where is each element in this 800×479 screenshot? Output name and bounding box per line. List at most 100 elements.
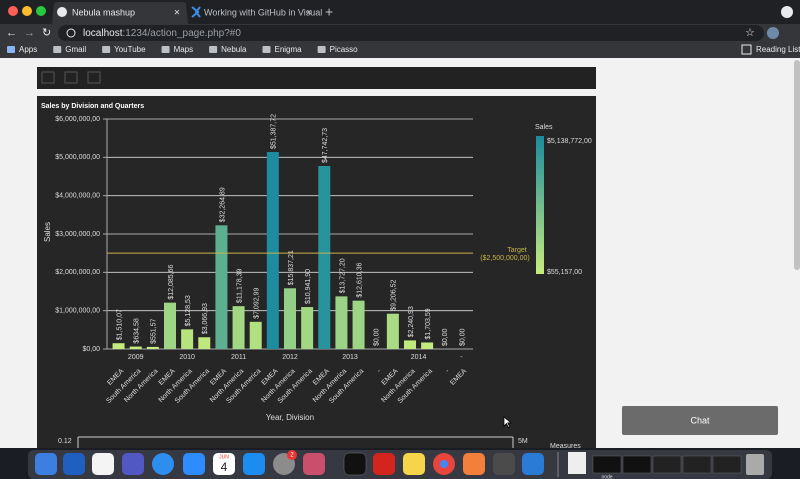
bookmark[interactable]: Picasso	[330, 45, 359, 54]
bookmark[interactable]: Maps	[174, 45, 194, 54]
window-thumbnail[interactable]	[712, 455, 742, 474]
swift-icon[interactable]	[463, 453, 485, 475]
safari-icon[interactable]	[152, 453, 174, 475]
vscode-icon[interactable]	[522, 453, 544, 475]
window-thumbnail[interactable]	[592, 455, 622, 474]
bar	[301, 307, 314, 349]
forward-button[interactable]: →	[24, 27, 35, 39]
close-button[interactable]	[8, 6, 18, 16]
target-label: Target	[507, 247, 527, 254]
legend-title: Sales	[535, 124, 553, 131]
y-tick-label: $4,000,000,00	[55, 193, 100, 200]
scrollbar[interactable]	[794, 60, 800, 270]
trash-icon[interactable]	[746, 454, 764, 475]
bar	[335, 296, 348, 349]
reading-list[interactable]: Reading List	[756, 45, 800, 54]
new-tab-button[interactable]: +	[325, 4, 333, 20]
bookmark[interactable]: YouTube	[114, 45, 146, 54]
value-label: $32,264,89	[219, 187, 226, 222]
tab-close[interactable]: ×	[306, 8, 312, 19]
bar	[318, 165, 331, 349]
launchpad-icon[interactable]	[303, 453, 325, 475]
x-axis-title: Year, Division	[266, 413, 314, 422]
window-thumbnail[interactable]	[652, 455, 682, 474]
bookmark-icon	[161, 46, 170, 53]
profile-avatar[interactable]	[767, 27, 779, 39]
zoom-button[interactable]	[36, 6, 46, 16]
bar	[266, 152, 279, 349]
toolbar-button[interactable]	[64, 71, 78, 84]
outlook-icon[interactable]	[63, 453, 85, 475]
bookmark[interactable]: Nebula	[221, 45, 247, 54]
zoom-icon[interactable]	[183, 453, 205, 475]
window-thumbnail[interactable]	[622, 455, 652, 474]
acrobat-icon[interactable]	[373, 453, 395, 475]
minimize-button[interactable]	[22, 6, 32, 16]
finder-icon[interactable]	[35, 453, 57, 475]
group-label: 2012	[282, 354, 298, 361]
bar	[164, 302, 176, 349]
group-label: -	[460, 354, 463, 361]
value-label: $0,00	[442, 328, 449, 346]
x-tick-label: -	[376, 367, 383, 374]
window-thumbnail[interactable]	[682, 455, 712, 474]
value-label: $12,085,66	[168, 265, 175, 300]
site-info[interactable]	[66, 28, 76, 38]
y-tick-label: $6,000,000,00	[55, 116, 100, 123]
app-store-icon[interactable]	[243, 453, 265, 475]
tab-title: Nebula mashup	[72, 7, 135, 17]
reload-button[interactable]: ↻	[42, 27, 51, 39]
y-tick-label: $5,000,000,00	[55, 154, 100, 161]
bar	[112, 343, 125, 349]
bookmark-icon	[317, 46, 326, 53]
url-path: :1234/action_page.php?#0	[122, 28, 241, 39]
teams-icon[interactable]	[122, 453, 144, 475]
legend-gradient	[536, 136, 544, 274]
legend-min: $55,157,00	[547, 269, 582, 276]
bar	[198, 337, 211, 349]
bar	[404, 340, 416, 349]
sublime-icon[interactable]	[493, 453, 515, 475]
url-host: localhost	[83, 28, 123, 39]
group-label: 2009	[128, 354, 144, 361]
bar	[249, 321, 262, 349]
toolbar-button[interactable]	[87, 71, 101, 84]
terminal-icon[interactable]	[343, 452, 367, 476]
bookmark[interactable]: Gmail	[65, 45, 86, 54]
bar	[232, 306, 245, 349]
bar	[421, 342, 434, 349]
bookmark[interactable]: Enigma	[274, 45, 302, 54]
calendar-icon[interactable]	[213, 453, 235, 475]
value-label: $12,610,36	[356, 263, 363, 298]
address-bar[interactable]	[58, 25, 764, 41]
tab-close[interactable]: ×	[174, 8, 180, 19]
bar	[181, 329, 194, 349]
toolbar-button[interactable]	[41, 71, 55, 84]
bookmark-icon	[262, 46, 271, 53]
y-axis-title: Sales	[43, 222, 52, 242]
bookmark-icon	[7, 46, 15, 53]
chrome-icon-center	[440, 460, 448, 468]
value-label: $0,00	[374, 328, 381, 346]
slider-min: 0.12	[58, 438, 72, 445]
document-icon[interactable]	[568, 452, 586, 474]
active-tab[interactable]	[52, 2, 188, 24]
slider-max: 5M	[518, 438, 528, 445]
chat-button[interactable]	[622, 406, 778, 435]
bookmark-star[interactable]: ☆	[745, 27, 755, 39]
mouse-cursor	[503, 416, 512, 428]
tab-search[interactable]	[781, 6, 793, 18]
chat-button-label: Chat	[690, 415, 710, 425]
bookmark-icon	[53, 46, 62, 53]
notes-icon[interactable]	[403, 453, 425, 475]
x-tick-label: -	[444, 367, 451, 374]
slack-icon[interactable]	[92, 453, 114, 475]
value-label: $51,387,72	[271, 114, 278, 149]
dock-icons: JUN 4 2 node	[35, 450, 764, 479]
bookmark[interactable]: Apps	[19, 45, 37, 54]
back-button[interactable]: ←	[6, 27, 17, 39]
tab-title: Working with GitHub in Visual	[204, 7, 322, 17]
tab-icon	[191, 6, 201, 18]
group-label: 2014	[411, 354, 427, 361]
